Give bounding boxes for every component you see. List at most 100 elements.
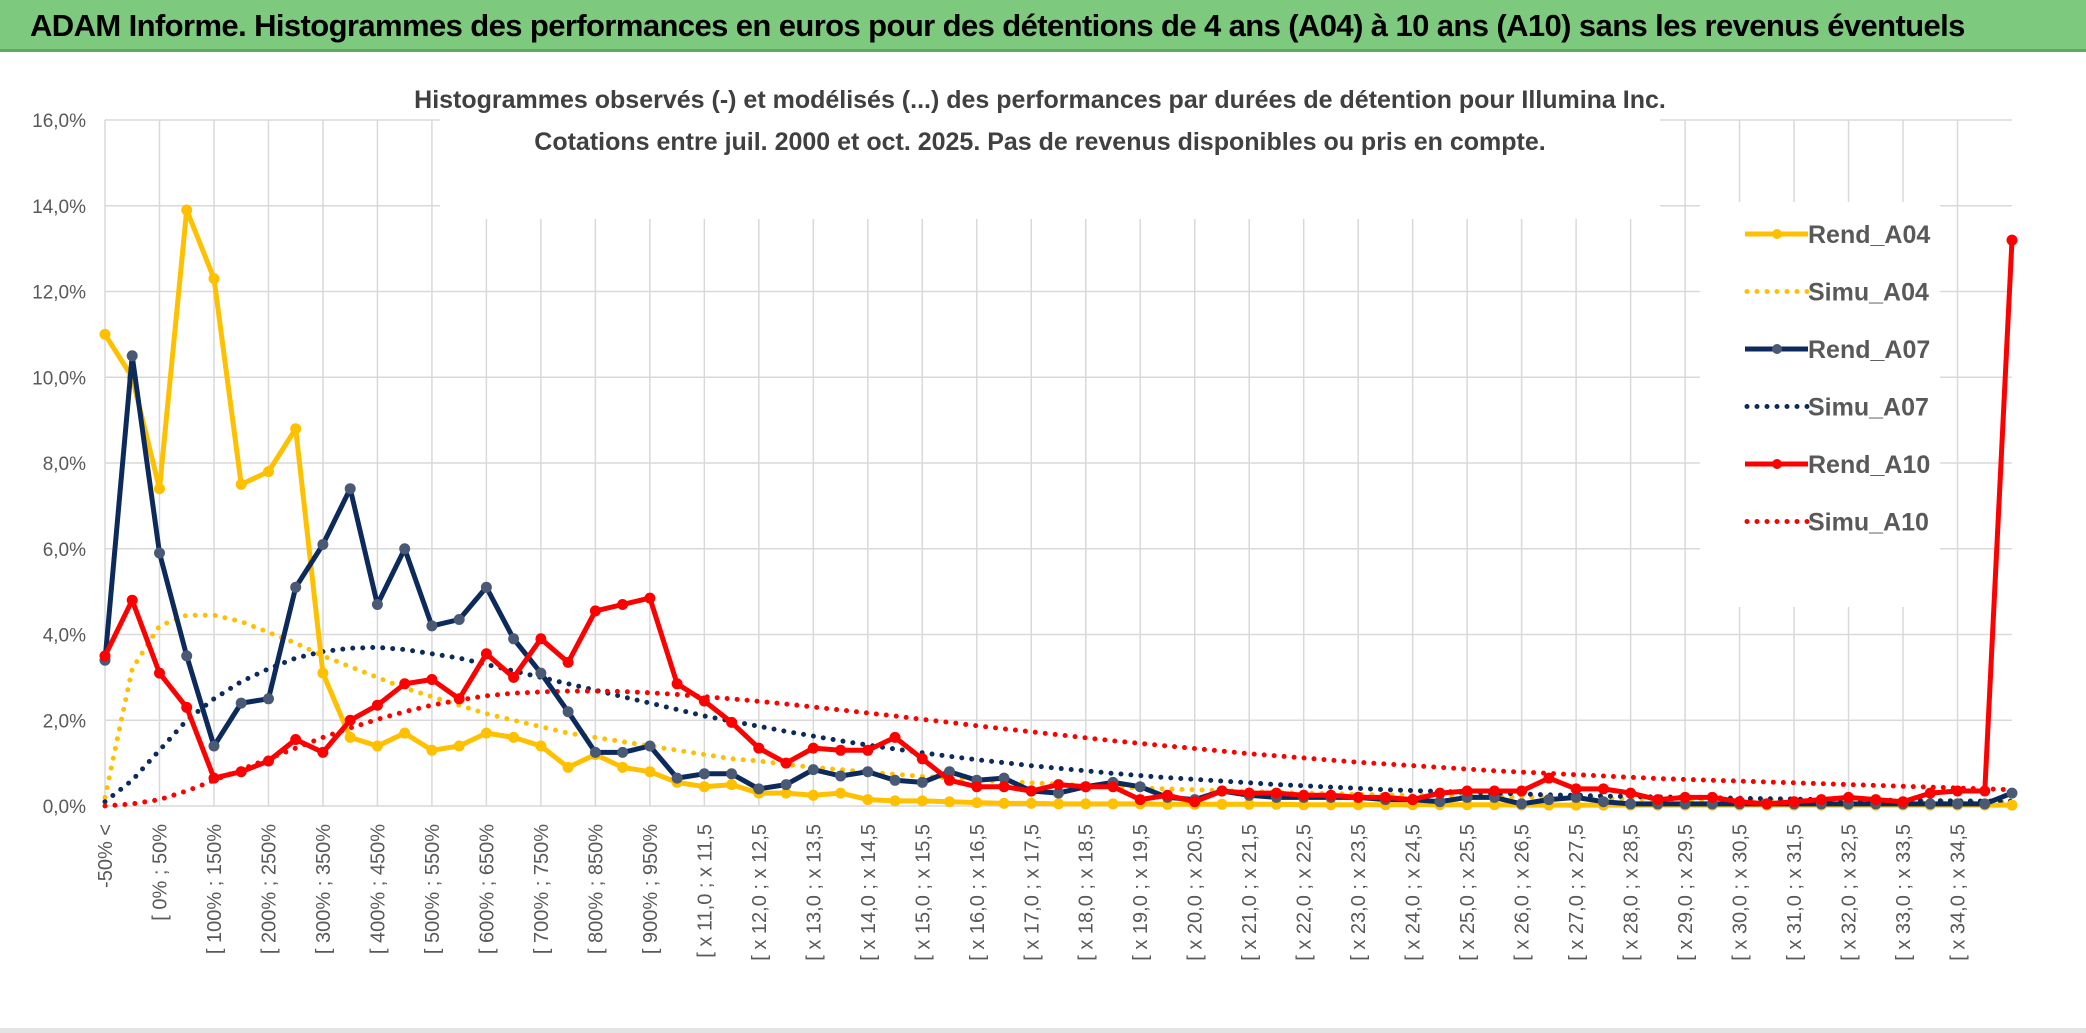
- y-tick-label: 8,0%: [43, 454, 86, 475]
- data-point-rend-a10: [344, 714, 356, 726]
- data-point-rend-a10: [1488, 785, 1500, 797]
- x-tick-label: -50% <: [95, 824, 117, 888]
- data-point-rend-a07: [154, 547, 165, 559]
- data-point-rend-a10: [1897, 796, 1909, 808]
- data-point-rend-a04: [998, 797, 1010, 809]
- data-point-rend-a10: [290, 734, 302, 745]
- data-point-rend-a10: [1761, 798, 1773, 810]
- chart-subtitle: Cotations entre juil. 2000 et oct. 2025.…: [534, 128, 1545, 156]
- data-point-rend-a10: [1189, 796, 1201, 808]
- data-point-rend-a10: [1597, 783, 1609, 795]
- x-tick-label: [ 300% ; 350%: [313, 824, 335, 954]
- x-tick-label: [ 400% ; 450%: [367, 824, 389, 954]
- data-point-rend-a04: [1025, 797, 1037, 809]
- data-point-rend-a04: [1107, 798, 1119, 810]
- data-point-rend-a10: [1706, 791, 1718, 803]
- data-point-rend-a04: [1216, 798, 1228, 810]
- data-point-rend-a07: [399, 543, 411, 555]
- data-point-rend-a07: [126, 350, 138, 362]
- x-tick-label: [ x 21,0 ; x 21,5: [1239, 824, 1261, 961]
- data-point-rend-a10: [1434, 787, 1446, 799]
- data-point-rend-a07: [344, 483, 356, 495]
- title-background: [440, 79, 1660, 219]
- data-point-rend-a10: [1270, 787, 1282, 799]
- data-point-rend-a07: [753, 783, 765, 795]
- data-point-rend-a10: [1461, 785, 1473, 797]
- x-tick-label: [ x 12,0 ; x 12,5: [749, 824, 771, 961]
- data-point-rend-a07: [263, 693, 274, 705]
- x-tick-label: [ x 14,0 ; x 14,5: [858, 824, 880, 961]
- data-point-rend-a04: [371, 740, 383, 752]
- data-point-rend-a04: [535, 740, 547, 752]
- data-point-rend-a10: [617, 599, 629, 610]
- data-point-rend-a04: [944, 796, 955, 808]
- data-point-rend-a07: [535, 667, 547, 679]
- data-point-rend-a10: [426, 674, 438, 685]
- data-point-rend-a10: [1516, 785, 1528, 797]
- data-point-rend-a07: [1134, 781, 1146, 793]
- grid-lines: [104, 119, 2012, 807]
- data-point-rend-a07: [916, 776, 928, 788]
- data-point-rend-a04: [181, 204, 193, 216]
- bottom-border: [0, 1028, 2086, 1033]
- data-point-rend-a04: [480, 727, 492, 739]
- report-banner: ADAM Informe. Histogrammes des performan…: [0, 0, 2086, 52]
- data-point-rend-a10: [154, 667, 165, 679]
- data-point-rend-a10: [862, 744, 874, 756]
- data-point-rend-a04: [235, 478, 247, 490]
- data-point-rend-a10: [1325, 789, 1337, 801]
- legend-label: Rend_A04: [1808, 221, 1930, 249]
- y-tick-label: 0,0%: [43, 797, 86, 818]
- legend-label: Rend_A07: [1808, 336, 1930, 364]
- data-point-rend-a07: [698, 768, 710, 780]
- data-point-rend-a07: [562, 706, 574, 718]
- x-tick-label: [ 500% ; 550%: [422, 824, 444, 954]
- data-point-rend-a10: [1734, 796, 1746, 808]
- data-point-rend-a07: [862, 766, 874, 778]
- series-group: [99, 204, 2018, 811]
- data-point-rend-a10: [1870, 794, 1882, 806]
- data-point-rend-a10: [1298, 789, 1310, 801]
- legend-label: Simu_A04: [1808, 279, 1929, 307]
- data-point-rend-a10: [317, 746, 329, 758]
- x-tick-label: [ 600% ; 650%: [476, 824, 498, 954]
- legend-label: Rend_A10: [1808, 451, 1930, 479]
- data-point-rend-a10: [971, 781, 983, 793]
- data-point-rend-a04: [807, 789, 819, 801]
- legend-background: [1700, 202, 1940, 607]
- x-tick-label: [ x 26,0 ; x 26,5: [1512, 824, 1534, 961]
- data-point-rend-a04: [971, 797, 983, 809]
- legend-label: Simu_A07: [1808, 394, 1929, 422]
- x-tick-label: [ x 13,0 ; x 13,5: [803, 824, 825, 961]
- data-point-rend-a04: [208, 273, 220, 285]
- data-point-rend-a04: [426, 744, 438, 756]
- data-point-rend-a10: [1570, 783, 1582, 795]
- data-point-rend-a10: [562, 656, 574, 668]
- x-tick-label: [ 800% ; 850%: [585, 824, 607, 954]
- x-tick-label: [ 200% ; 250%: [258, 824, 280, 954]
- data-point-rend-a10: [508, 671, 520, 683]
- y-tick-label: 4,0%: [43, 626, 86, 647]
- data-point-rend-a10: [263, 755, 274, 767]
- data-point-rend-a04: [317, 667, 329, 679]
- x-tick-label: [ x 11,0 ; x 11,5: [694, 824, 716, 958]
- x-tick-label: [ 0% ; 50%: [149, 824, 171, 921]
- data-point-rend-a10: [1216, 785, 1228, 797]
- data-point-rend-a10: [889, 731, 901, 743]
- data-point-rend-a10: [726, 716, 738, 728]
- data-point-rend-a10: [1815, 794, 1827, 806]
- data-point-rend-a10: [835, 744, 847, 756]
- data-point-rend-a10: [2006, 234, 2018, 246]
- x-tick-label: [ x 28,0 ; x 28,5: [1621, 824, 1643, 961]
- data-point-rend-a07: [480, 581, 492, 593]
- performance-histogram-chart: 0,0% 2,0% 4,0% 6,0% 8,0% 10,0% 12,0% 14,0% 16,0%…: [0, 52, 2086, 1028]
- data-point-rend-a10: [1625, 787, 1637, 799]
- x-tick-label: [ x 20,0 ; x 20,5: [1185, 824, 1207, 961]
- data-point-rend-a04: [1053, 798, 1064, 810]
- legend-marker-rend-a07: [1772, 344, 1782, 354]
- data-point-rend-a07: [181, 650, 193, 662]
- x-tick-label: [ x 27,0 ; x 27,5: [1566, 824, 1588, 961]
- data-point-rend-a07: [426, 620, 438, 632]
- x-tick-label: [ x 17,0 ; x 17,5: [1021, 824, 1043, 961]
- data-point-rend-a04: [862, 794, 874, 806]
